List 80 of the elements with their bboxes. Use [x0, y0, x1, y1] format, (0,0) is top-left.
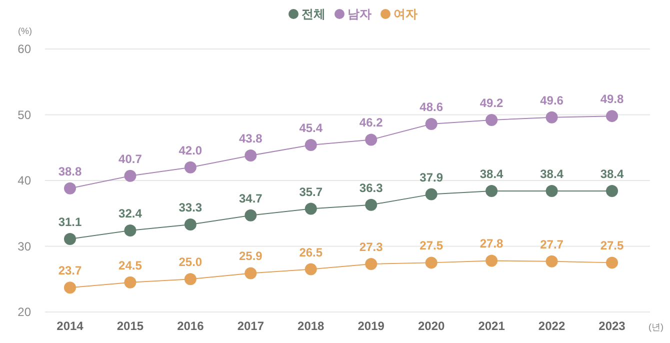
legend-label: 남자 [348, 7, 372, 21]
point [365, 134, 378, 146]
legend-label: 여자 [394, 7, 418, 21]
point [184, 218, 196, 231]
point [486, 114, 498, 126]
data-label: 43.8 [238, 132, 263, 146]
point [304, 263, 317, 276]
point [365, 198, 378, 211]
data-label: 27.3 [359, 240, 384, 254]
x-tick-label: 2022 [538, 319, 566, 333]
x-tick-label: 2019 [358, 319, 385, 333]
point [64, 282, 76, 294]
data-label: 46.2 [359, 116, 384, 130]
point [546, 111, 558, 124]
x-tick-label: 2014 [56, 319, 84, 333]
y-axis-title: (%) [18, 26, 32, 36]
x-axis-title: (년) [648, 322, 664, 332]
x-tick-label: 2015 [116, 319, 144, 333]
point [365, 258, 378, 270]
point [244, 209, 257, 222]
point [546, 185, 558, 198]
data-label: 24.5 [118, 258, 142, 272]
point [304, 138, 317, 151]
data-label: 35.7 [299, 184, 323, 199]
point [124, 276, 136, 288]
y-tick-label: 40 [18, 174, 32, 188]
data-label: 40.7 [118, 152, 142, 166]
data-label: 36.3 [359, 180, 384, 195]
point [425, 188, 438, 200]
point [244, 150, 257, 162]
data-label: 25.0 [178, 255, 202, 270]
point [124, 170, 136, 182]
data-label: 31.1 [58, 215, 82, 230]
y-tick-label: 50 [18, 108, 32, 122]
point [606, 185, 618, 198]
x-tick-label: 2021 [478, 319, 506, 333]
x-tick-label: 2017 [237, 319, 264, 333]
point [486, 254, 498, 267]
legend-label: 전체 [302, 7, 326, 21]
y-tick-label: 60 [18, 42, 32, 56]
data-label: 27.5 [420, 238, 444, 253]
data-label: 27.5 [600, 238, 624, 253]
data-label: 38.4 [540, 167, 564, 182]
data-label: 27.8 [480, 236, 504, 251]
point [425, 256, 438, 269]
point [184, 161, 196, 174]
point [304, 202, 317, 215]
point [486, 185, 498, 198]
x-tick-label: 2020 [418, 319, 446, 333]
point [606, 110, 618, 122]
data-label: 33.3 [178, 200, 202, 215]
data-label: 48.6 [420, 100, 444, 114]
x-tick-label: 2016 [177, 319, 204, 333]
data-label: 34.7 [238, 191, 263, 206]
data-label: 25.9 [238, 249, 263, 264]
x-tick-label: 2018 [298, 319, 325, 333]
data-label: 49.8 [600, 92, 624, 106]
data-label: 32.4 [118, 206, 142, 220]
point [546, 255, 558, 268]
point [425, 118, 438, 130]
y-tick-label: 20 [18, 305, 32, 319]
point [244, 267, 257, 280]
y-tick-label: 30 [18, 239, 32, 254]
data-label: 49.6 [540, 93, 564, 108]
data-label: 49.2 [480, 96, 504, 110]
data-label: 27.7 [540, 237, 564, 252]
data-label: 37.9 [420, 170, 444, 184]
point [184, 273, 196, 286]
point [64, 182, 76, 194]
data-label: 45.4 [299, 120, 323, 135]
point [64, 233, 76, 246]
point [606, 256, 618, 269]
data-label: 38.4 [600, 167, 624, 182]
data-label: 23.7 [58, 264, 82, 278]
data-label: 38.8 [58, 164, 82, 178]
data-label: 42.0 [178, 143, 202, 158]
data-label: 26.5 [299, 245, 323, 260]
x-tick-label: 2023 [598, 319, 626, 333]
point [124, 224, 136, 236]
data-label: 38.4 [480, 167, 504, 182]
